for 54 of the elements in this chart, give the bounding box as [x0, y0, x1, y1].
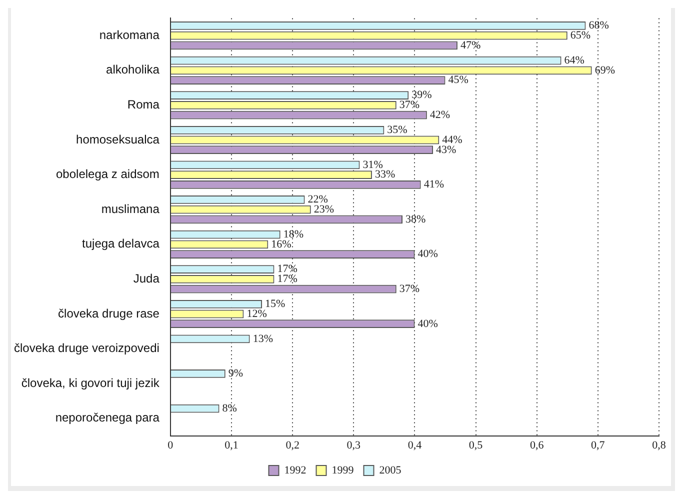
data-label: 65%	[570, 29, 591, 42]
data-label: 33%	[374, 168, 396, 181]
data-label: 35%	[387, 124, 408, 136]
y-tick-label: obolelega z aidsom	[56, 167, 160, 182]
data-label: 69%	[594, 64, 615, 76]
legend-label: 2005	[379, 464, 402, 476]
data-label: 38%	[405, 213, 426, 226]
y-tick-label: Roma	[127, 98, 160, 112]
data-label: 12%	[246, 308, 267, 320]
x-tick-label: 0,6	[530, 439, 544, 452]
data-label: 64%	[564, 54, 584, 66]
data-label: 8%	[222, 402, 237, 414]
y-tick-label: neporočenega para	[55, 410, 160, 425]
y-tick-label: Juda	[133, 272, 160, 286]
y-tick-label: narkomana	[99, 28, 160, 42]
x-tick-label: 0,3	[346, 439, 362, 452]
y-tick-label: človeka, ki govori tuji jezik	[21, 376, 160, 390]
y-tick-label: tujega delavca	[82, 236, 160, 251]
x-tick-label: 0,8	[652, 439, 666, 452]
data-label: 39%	[412, 89, 432, 102]
x-tick-label: 0,2	[286, 439, 300, 452]
y-tick-label: človeka druge rase	[58, 306, 160, 320]
data-label: 16%	[271, 238, 292, 250]
y-tick-label: alkoholika	[106, 62, 160, 77]
x-tick-label: 0,1	[224, 439, 238, 452]
data-label: 37%	[399, 99, 420, 112]
data-label: 42%	[430, 108, 450, 121]
data-label: 37%	[399, 282, 420, 295]
data-label: 47%	[460, 39, 481, 52]
data-label: 18%	[283, 228, 304, 240]
data-label: 40%	[418, 248, 438, 260]
data-label: 41%	[424, 178, 444, 191]
legend-label: 1999	[332, 464, 354, 476]
data-label: 17%	[277, 263, 298, 276]
x-tick-label: 0,5	[468, 439, 484, 452]
data-label: 17%	[277, 273, 298, 286]
y-tick-label: muslimana	[101, 202, 160, 216]
y-tick-label: homoseksualca	[76, 132, 160, 146]
data-label: 31%	[362, 158, 383, 171]
data-label: 15%	[265, 298, 286, 310]
data-label: 22%	[308, 194, 328, 206]
data-label: 13%	[252, 332, 273, 345]
x-tick-label: 0,7	[591, 439, 606, 452]
x-tick-label: 0,4	[408, 439, 422, 452]
data-label: 43%	[436, 144, 456, 156]
data-label: 45%	[448, 74, 468, 86]
y-tick-label: človeka druge veroizpovedi	[14, 341, 160, 356]
data-label: 23%	[314, 203, 334, 216]
data-label: 9%	[228, 368, 244, 380]
data-label: 68%	[588, 20, 609, 32]
legend-label: 1992	[284, 464, 306, 476]
data-label: 40%	[418, 318, 438, 330]
x-tick-label: 0	[168, 439, 174, 452]
data-label: 44%	[442, 134, 462, 146]
